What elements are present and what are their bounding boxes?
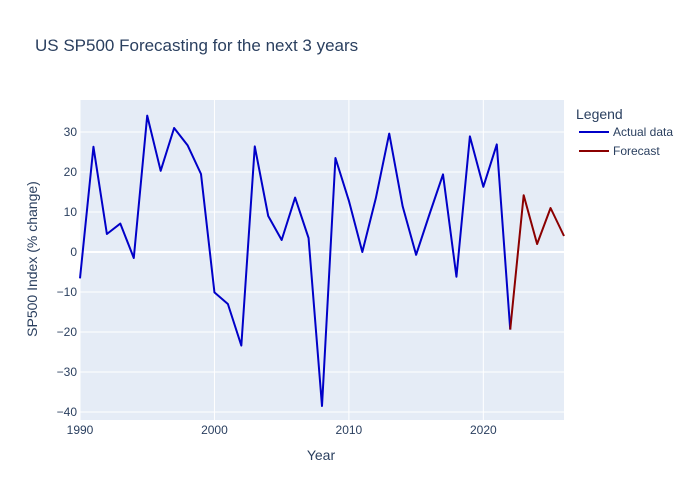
- legend-item-label[interactable]: Actual data: [613, 125, 673, 139]
- series-lines: [79, 114, 565, 407]
- series-line-actual-data: [79, 114, 512, 407]
- grid: [79, 100, 564, 420]
- y-tick-label: 30: [64, 125, 78, 139]
- series-line-forecast: [509, 194, 565, 330]
- legend: Legend Actual data Forecast: [576, 106, 673, 158]
- legend-title: Legend: [576, 106, 623, 122]
- y-tick-label: 10: [64, 205, 78, 219]
- y-tick-label: −40: [57, 405, 78, 419]
- y-tick-label: 0: [70, 245, 77, 259]
- y-tick-label: −20: [57, 325, 78, 339]
- y-tick-label: 20: [64, 165, 78, 179]
- x-tick-label: 1990: [67, 423, 94, 437]
- x-tick-label: 2010: [336, 423, 363, 437]
- x-axis-label: Year: [307, 447, 336, 463]
- y-axis-label: SP500 Index (% change): [24, 181, 40, 337]
- x-tick-label: 2000: [201, 423, 228, 437]
- y-axis-ticks: −40 −30 −20 −10 0 10 20 30: [57, 125, 78, 419]
- x-tick-label: 2020: [470, 423, 497, 437]
- y-tick-label: −30: [57, 365, 78, 379]
- chart-title: US SP500 Forecasting for the next 3 year…: [35, 36, 358, 55]
- legend-item-label[interactable]: Forecast: [613, 144, 660, 158]
- plot-area: [79, 100, 565, 420]
- y-tick-label: −10: [57, 285, 78, 299]
- x-axis-ticks: 1990 2000 2010 2020: [67, 423, 497, 437]
